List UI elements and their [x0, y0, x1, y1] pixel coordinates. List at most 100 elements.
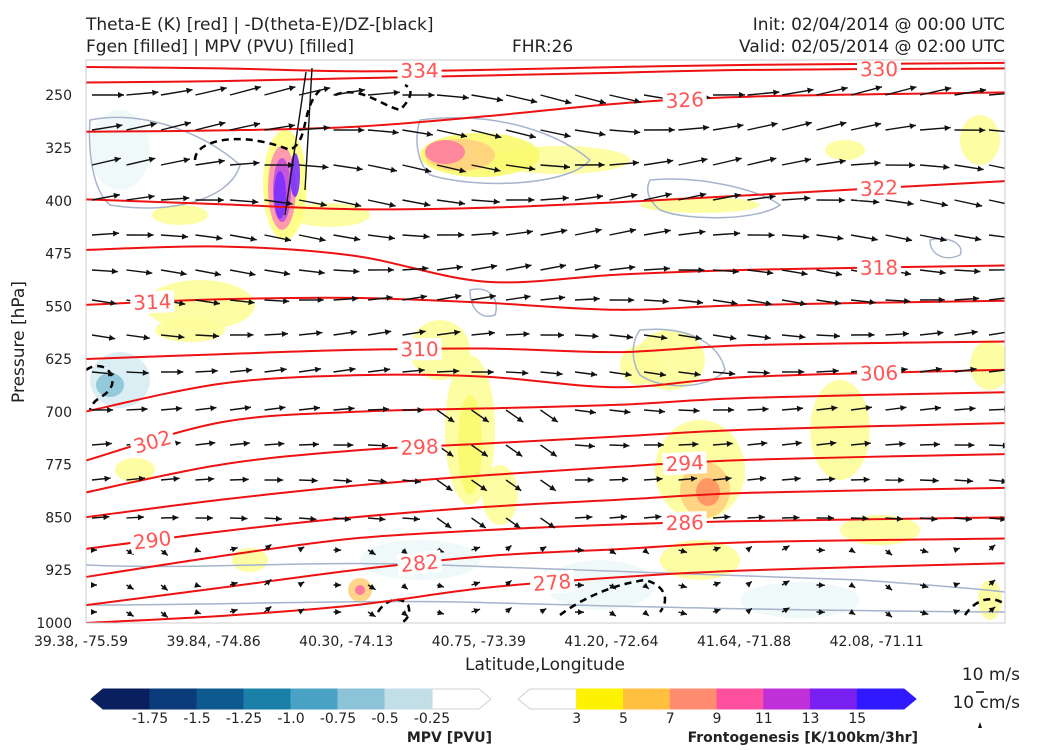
wind-vector — [919, 477, 939, 484]
wind-vector — [505, 94, 538, 104]
wind-vector — [194, 547, 202, 553]
wind-vector — [505, 229, 534, 236]
wind-vector — [367, 406, 390, 413]
colorbar-tick-label: -1.25 — [226, 711, 262, 727]
wind-vector — [264, 123, 296, 131]
wind-vector — [436, 199, 466, 206]
shading-patch — [152, 205, 208, 225]
theta-e-contour-label: 306 — [860, 361, 899, 386]
wind-vector — [747, 299, 772, 307]
wind-vector — [781, 475, 801, 482]
wind-vector — [304, 67, 313, 191]
wind-vector — [160, 233, 189, 240]
wind-vector — [781, 87, 814, 96]
wind-vector — [609, 160, 640, 166]
wind-vector — [747, 156, 777, 166]
wind-vector — [642, 609, 650, 617]
wind-vector — [988, 199, 1005, 205]
wind-vector — [91, 407, 114, 413]
wind-vector — [781, 545, 790, 552]
wind-vector — [195, 197, 224, 203]
wind-vector — [195, 234, 223, 241]
wind-vector — [885, 298, 911, 304]
wind-vector — [229, 546, 238, 553]
wind-vector — [816, 121, 847, 131]
wind-vector — [540, 129, 571, 139]
wind-vector — [954, 477, 974, 484]
wind-vector — [850, 515, 869, 522]
wind-vector — [229, 121, 261, 131]
wind-vector — [745, 580, 753, 588]
y-tick-label: 700 — [45, 405, 72, 421]
wind-vector — [609, 333, 633, 340]
wind-vector — [816, 197, 845, 204]
wind-vector — [402, 199, 431, 208]
wind-vector — [712, 299, 738, 306]
wind-vector — [540, 409, 559, 423]
wind-vector — [850, 440, 871, 447]
wind-key-horizontal: 10 m/s — [962, 665, 1020, 685]
wind-vector — [712, 334, 737, 341]
wind-vector — [333, 405, 355, 412]
y-axis-label: Pressure [hPa] — [9, 281, 29, 403]
wind-vector — [505, 129, 537, 139]
wind-vector — [91, 123, 123, 131]
wind-vector — [264, 441, 285, 447]
wind-vector — [126, 610, 135, 617]
wind-vector — [160, 475, 180, 482]
wind-vector — [848, 582, 856, 589]
colorbar-swatch — [90, 688, 151, 710]
wind-vector — [712, 268, 739, 275]
wind-vector — [678, 334, 702, 341]
wind-vector — [816, 582, 825, 589]
wind-vector — [747, 369, 770, 376]
wind-vector — [919, 199, 948, 208]
wind-vector — [816, 547, 825, 554]
dthetae-dz-contour — [86, 364, 114, 411]
contour-label-bg — [856, 361, 902, 385]
wind-vector — [298, 163, 329, 170]
wind-vector — [988, 544, 996, 551]
colorbar-tick-label: 5 — [619, 711, 628, 727]
wind-vector — [229, 269, 256, 277]
wind-vector — [436, 293, 462, 301]
wind-vector — [885, 611, 893, 618]
wind-vector — [333, 516, 351, 522]
wind-vector — [988, 606, 996, 613]
y-tick-label: 250 — [45, 88, 72, 104]
wind-vector — [609, 94, 641, 104]
wind-vector — [885, 199, 914, 207]
wind-vector — [574, 443, 595, 449]
wind-vector — [91, 268, 118, 275]
wind-vector — [988, 442, 1005, 449]
title-line-2: Fgen [filled] | MPV (PVU) [filled] — [86, 37, 355, 57]
wind-vector — [850, 405, 873, 411]
wind-vector — [264, 477, 284, 483]
wind-vector — [678, 124, 710, 131]
colorbar-swatch — [716, 688, 765, 710]
wind-vector — [609, 371, 632, 378]
x-tick-label: 40.75, -73.39 — [432, 634, 526, 650]
wind-vector — [816, 86, 848, 96]
wind-vector — [848, 609, 856, 616]
theta-e-contour — [86, 537, 1005, 607]
wind-vector — [885, 549, 893, 556]
wind-vector — [333, 234, 361, 242]
wind-vector — [401, 548, 409, 555]
wind-vector — [781, 195, 811, 202]
wind-vector — [471, 479, 488, 492]
colorbar-tick-label: -0.5 — [371, 711, 398, 727]
wind-vector — [229, 332, 254, 338]
wind-vector — [126, 514, 144, 521]
wind-vector — [160, 369, 184, 375]
wind-vector — [678, 267, 705, 274]
wind-vector — [781, 157, 812, 166]
wind-vector — [92, 92, 124, 98]
wind-vector — [229, 367, 253, 374]
wind-vector — [574, 161, 605, 168]
wind-vector — [781, 368, 805, 375]
wind-vector — [91, 582, 97, 588]
wind-vector — [333, 87, 366, 96]
wind-vector — [712, 406, 735, 413]
wind-vector — [298, 330, 323, 337]
